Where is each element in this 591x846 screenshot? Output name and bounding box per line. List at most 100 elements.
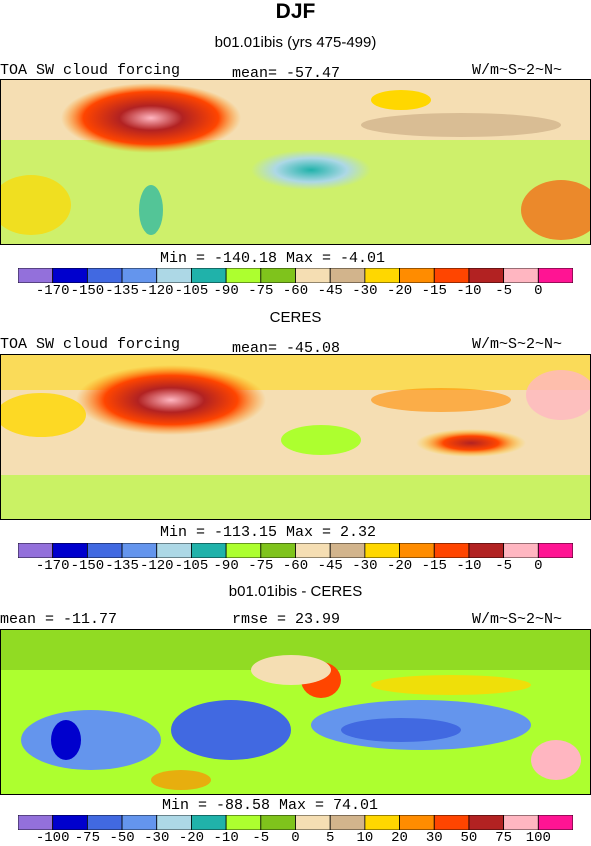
colorbar-tick-label: -5 xyxy=(495,558,513,574)
colorbar-tick-label: -15 xyxy=(421,283,447,299)
colorbar-tick-label: -90 xyxy=(213,558,239,574)
panel-2-sahara-max xyxy=(76,365,266,435)
colorbar-swatch xyxy=(52,267,88,284)
panel-2-units-label: W/m~S~2~N~ xyxy=(472,336,563,353)
panel-3-map-svg xyxy=(1,630,590,794)
colorbar-swatch xyxy=(156,542,192,559)
colorbar-tick-label: 50 xyxy=(460,830,478,846)
colorbar-tick-label: -150 xyxy=(70,283,105,299)
colorbar-swatch xyxy=(52,814,88,831)
colorbar-swatch xyxy=(260,542,296,559)
panel-1-units-label: W/m~S~2~N~ xyxy=(472,62,563,79)
colorbar-tick-label: -10 xyxy=(213,830,239,846)
colorbar-swatch xyxy=(399,267,435,284)
colorbar-tick-label: -45 xyxy=(317,283,343,299)
colorbar-tick-label: -75 xyxy=(248,283,274,299)
colorbar-swatch xyxy=(329,542,366,559)
colorbar-swatch xyxy=(468,267,505,284)
colorbar-swatch xyxy=(260,814,296,831)
colorbar-tick-label: -170 xyxy=(35,283,70,299)
panel-1-sahara-max xyxy=(61,83,241,153)
panel-3-minmax: Min = -88.58 Max = 74.01 xyxy=(162,797,379,814)
colorbar-swatch xyxy=(156,267,192,284)
colorbar-swatch xyxy=(121,814,158,831)
colorbar-swatch xyxy=(364,267,400,284)
colorbar-swatch xyxy=(329,814,366,831)
panel-2-mean-label: mean= -45.08 xyxy=(232,340,341,357)
colorbar-swatch xyxy=(433,267,470,284)
colorbar-tick-label: -10 xyxy=(456,558,482,574)
panel-1-subtitle: b01.01ibis (yrs 475-499) xyxy=(214,34,377,51)
colorbar-swatch xyxy=(503,542,539,559)
panel-1-variable-label: TOA SW cloud forcing xyxy=(0,62,181,79)
panel-2-colorbar xyxy=(17,542,574,559)
colorbar-tick-label: -10 xyxy=(456,283,482,299)
colorbar-swatch xyxy=(191,542,227,559)
colorbar-swatch xyxy=(295,267,331,284)
colorbar-tick-label: 0 xyxy=(534,558,543,574)
colorbar-swatch xyxy=(399,814,435,831)
panel-1-colorbar xyxy=(17,267,574,284)
colorbar-swatch xyxy=(364,814,400,831)
colorbar-tick-label: -100 xyxy=(35,830,70,846)
panel-3-mean-label: mean = -11.77 xyxy=(0,611,118,628)
colorbar-tick-label: -170 xyxy=(35,558,70,574)
panel-3-colorbar xyxy=(17,814,574,831)
figure-title: DJF xyxy=(275,0,316,23)
colorbar-tick-label: -20 xyxy=(386,558,413,574)
colorbar-swatch xyxy=(225,814,262,831)
panel-2-minmax: Min = -113.15 Max = 2.32 xyxy=(160,524,377,541)
panel-2-subtitle: CERES xyxy=(269,309,322,326)
panel-2-map-svg xyxy=(0,355,591,519)
colorbar-tick-label: -30 xyxy=(144,830,170,846)
colorbar-swatch xyxy=(225,542,262,559)
colorbar-tick-label: -60 xyxy=(282,283,309,299)
panel-3-map xyxy=(0,629,591,795)
colorbar-swatch xyxy=(537,814,574,831)
panel-3-colorbar-ticks: -100 -75 -50 -30 -20 -10 -5 0 5 10 20 30 50 75 100 xyxy=(0,830,591,846)
colorbar-tick-label: -30 xyxy=(352,558,378,574)
colorbar-swatch xyxy=(17,267,54,284)
colorbar-tick-label: -20 xyxy=(178,830,205,846)
colorbar-tick-label: -90 xyxy=(213,283,239,299)
colorbar-swatch xyxy=(121,267,158,284)
colorbar-tick-label: -5 xyxy=(252,830,270,846)
colorbar-tick-label: -135 xyxy=(105,283,139,299)
colorbar-tick-label: -5 xyxy=(495,283,513,299)
panel-3-subtitle: b01.01ibis - CERES xyxy=(228,583,363,600)
colorbar-swatch xyxy=(191,814,227,831)
colorbar-swatch xyxy=(295,814,331,831)
colorbar-tick-label: 0 xyxy=(291,830,300,846)
panel-1-map xyxy=(0,79,591,245)
colorbar-tick-label: -15 xyxy=(421,558,447,574)
colorbar-tick-label: -50 xyxy=(109,830,135,846)
panel-1-minmax: Min = -140.18 Max = -4.01 xyxy=(160,250,386,267)
colorbar-swatch xyxy=(86,814,123,831)
colorbar-swatch xyxy=(364,542,400,559)
colorbar-swatch xyxy=(537,542,574,559)
colorbar-tick-label: -45 xyxy=(317,558,343,574)
colorbar-swatch xyxy=(503,814,539,831)
colorbar-tick-label: 0 xyxy=(534,283,543,299)
panel-3-units-label: W/m~S~2~N~ xyxy=(472,611,563,628)
colorbar-swatch xyxy=(52,542,88,559)
colorbar-swatch xyxy=(329,267,366,284)
colorbar-tick-label: -75 xyxy=(74,830,100,846)
panel-1-colorbar-ticks: -170 -150 -135 -120 -105 -90 -75 -60 -45 -30 -20 -1… xyxy=(0,283,591,303)
colorbar-tick-label: -120 xyxy=(139,283,174,299)
colorbar-tick-label: 10 xyxy=(356,830,374,846)
colorbar-tick-label: -60 xyxy=(282,558,309,574)
colorbar-swatch xyxy=(399,542,435,559)
colorbar-swatch xyxy=(121,542,158,559)
colorbar-tick-label: -20 xyxy=(386,283,413,299)
colorbar-swatch xyxy=(468,814,505,831)
colorbar-swatch xyxy=(503,267,539,284)
panel-1-mean-label: mean= -57.47 xyxy=(232,65,341,82)
colorbar-tick-label: 75 xyxy=(495,830,513,846)
colorbar-swatch xyxy=(86,267,123,284)
colorbar-swatch xyxy=(260,267,296,284)
colorbar-swatch xyxy=(191,267,227,284)
colorbar-tick-label: 20 xyxy=(391,830,408,846)
colorbar-swatch xyxy=(537,267,574,284)
colorbar-tick-label: -120 xyxy=(139,558,174,574)
